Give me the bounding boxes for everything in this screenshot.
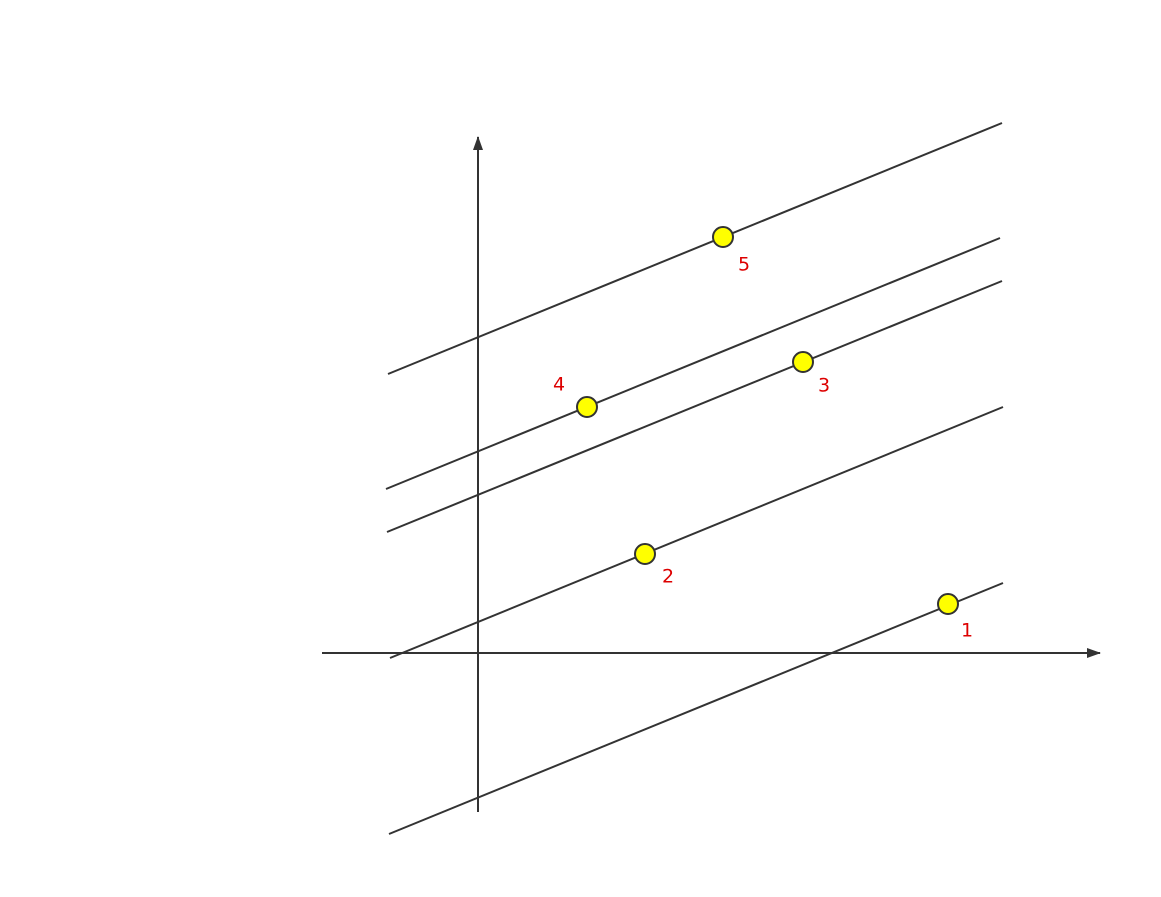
- line: [385, 237, 1001, 490]
- point: [937, 593, 959, 615]
- line: [387, 122, 1003, 375]
- point-label: 3: [818, 375, 830, 397]
- point: [792, 351, 814, 373]
- line: [389, 406, 1004, 659]
- point: [634, 543, 656, 565]
- point-label: 2: [662, 566, 674, 588]
- point: [576, 396, 598, 418]
- point-label: 1: [961, 620, 973, 642]
- point-label: 4: [553, 374, 565, 396]
- point-label: 5: [738, 254, 750, 276]
- line: [388, 582, 1004, 835]
- point: [712, 226, 734, 248]
- line: [386, 280, 1003, 533]
